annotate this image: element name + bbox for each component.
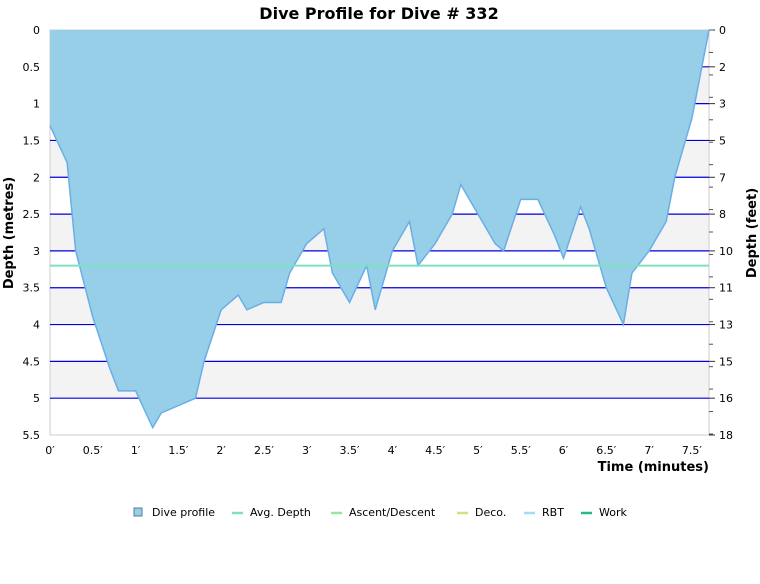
y-axis-label: Depth (metres) — [2, 177, 17, 289]
x-tick-label: 6′ — [559, 444, 569, 457]
y-tick-label: 3.5 — [23, 282, 41, 295]
x-tick-label: 3.5′ — [340, 444, 360, 457]
y-tick-label: 4.5 — [23, 355, 41, 368]
y-tick-label: 4 — [33, 319, 40, 332]
x-axis-label: Time (minutes) — [598, 460, 709, 475]
chart-title: Dive Profile for Dive # 332 — [259, 4, 498, 23]
y-tick-label: 5 — [33, 392, 40, 405]
x-tick-label: 0.5′ — [83, 444, 103, 457]
y-tick-label: 3 — [33, 245, 40, 258]
y-right-tick-label: 10 — [719, 245, 733, 258]
x-tick-label: 2′ — [216, 444, 226, 457]
legend-label: Avg. Depth — [250, 506, 311, 519]
y-tick-label: 0 — [33, 24, 40, 37]
y-tick-label: 5.5 — [23, 429, 41, 442]
x-tick-label: 6.5′ — [596, 444, 616, 457]
y-right-tick-label: 7 — [719, 171, 726, 184]
legend-label: RBT — [542, 506, 564, 519]
x-tick-label: 5.5′ — [511, 444, 531, 457]
y-right-tick-label: 3 — [719, 98, 726, 111]
x-tick-label: 4.5′ — [425, 444, 445, 457]
y-tick-label: 0.5 — [23, 61, 41, 74]
legend-label: Work — [599, 506, 627, 519]
legend-label: Ascent/Descent — [349, 506, 436, 519]
legend-swatch — [133, 507, 143, 517]
y-tick-label: 2 — [33, 171, 40, 184]
dive-profile-line — [49, 29, 710, 430]
y-right-tick-label: 2 — [719, 61, 726, 74]
legend-label: Deco. — [475, 506, 506, 519]
y-tick-label: 2.5 — [23, 208, 41, 221]
y-right-tick-label: 8 — [719, 208, 726, 221]
y-right-tick-label: 15 — [719, 355, 733, 368]
y-right-axis-label: Depth (feet) — [745, 188, 760, 278]
x-tick-label: 1′ — [131, 444, 141, 457]
x-tick-label: 2.5′ — [254, 444, 274, 457]
y-right-tick-label: 16 — [719, 392, 733, 405]
x-tick-label: 4′ — [388, 444, 398, 457]
x-tick-label: 7.5′ — [682, 444, 702, 457]
y-right-tick-label: 5 — [719, 134, 726, 147]
y-right-tick-label: 0 — [719, 24, 726, 37]
legend-label: Dive profile — [152, 506, 215, 519]
x-tick-label: 5′ — [473, 444, 483, 457]
x-tick-label: 3′ — [302, 444, 312, 457]
y-right-tick-label: 13 — [719, 319, 733, 332]
y-tick-label: 1.5 — [23, 134, 41, 147]
x-tick-label: 7′ — [644, 444, 654, 457]
y-tick-label: 1 — [33, 98, 40, 111]
y-right-tick-label: 18 — [719, 429, 733, 442]
y-right-tick-label: 11 — [719, 282, 733, 295]
x-tick-label: 1.5′ — [168, 444, 188, 457]
x-tick-label: 0′ — [45, 444, 55, 457]
legend: Dive profile Avg. Depth Ascent/Descent Deco… — [133, 506, 627, 519]
